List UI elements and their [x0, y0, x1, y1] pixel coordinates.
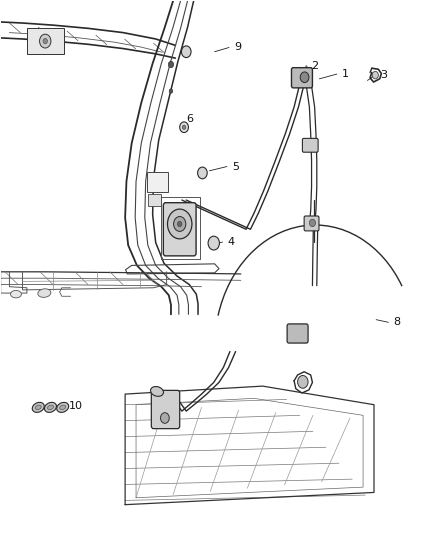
Text: 3: 3	[381, 70, 388, 80]
Circle shape	[160, 413, 169, 423]
Circle shape	[43, 38, 47, 44]
Circle shape	[169, 89, 173, 93]
Ellipse shape	[11, 290, 21, 298]
Circle shape	[167, 209, 192, 239]
Circle shape	[39, 34, 51, 48]
Circle shape	[180, 122, 188, 133]
Circle shape	[173, 216, 186, 231]
FancyBboxPatch shape	[151, 390, 180, 429]
Circle shape	[372, 71, 378, 79]
FancyBboxPatch shape	[291, 68, 312, 88]
FancyBboxPatch shape	[148, 193, 161, 206]
Text: 1: 1	[342, 69, 349, 79]
Text: 8: 8	[394, 317, 401, 327]
FancyBboxPatch shape	[163, 203, 196, 256]
Text: 7: 7	[162, 397, 170, 407]
Text: 9: 9	[234, 43, 241, 52]
Ellipse shape	[151, 386, 163, 397]
Circle shape	[309, 219, 315, 227]
Ellipse shape	[35, 405, 41, 410]
Ellipse shape	[47, 405, 53, 410]
FancyBboxPatch shape	[27, 28, 64, 54]
Text: 4: 4	[228, 237, 235, 247]
FancyBboxPatch shape	[304, 216, 319, 231]
Ellipse shape	[45, 402, 57, 413]
Circle shape	[177, 221, 182, 227]
Text: 2: 2	[311, 61, 319, 70]
Circle shape	[300, 72, 309, 83]
FancyBboxPatch shape	[147, 172, 168, 192]
FancyBboxPatch shape	[287, 324, 308, 343]
Circle shape	[181, 46, 191, 58]
Ellipse shape	[32, 402, 44, 413]
Ellipse shape	[57, 402, 69, 413]
Circle shape	[182, 125, 186, 130]
Circle shape	[297, 375, 308, 388]
Text: 5: 5	[232, 161, 239, 172]
Circle shape	[168, 61, 173, 68]
Text: 10: 10	[68, 401, 82, 411]
Circle shape	[198, 167, 207, 179]
Circle shape	[208, 236, 219, 250]
Ellipse shape	[38, 289, 51, 297]
Text: 6: 6	[186, 114, 193, 124]
FancyBboxPatch shape	[302, 139, 318, 152]
Ellipse shape	[60, 405, 66, 410]
